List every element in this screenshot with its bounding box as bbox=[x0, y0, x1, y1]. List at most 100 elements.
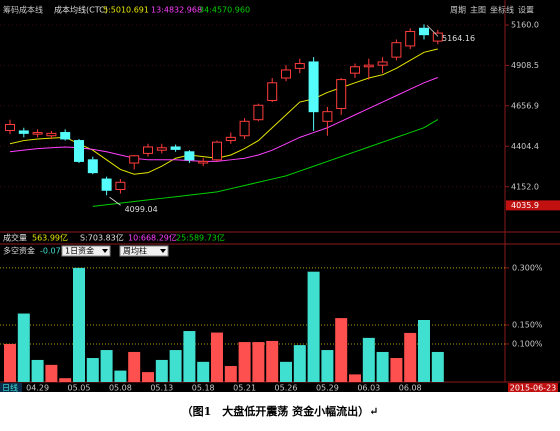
annotation-arrow bbox=[426, 25, 439, 37]
y-tick-label: 4404.4 bbox=[511, 142, 539, 151]
volume-legend: 25:589.73亿 bbox=[176, 233, 225, 243]
dropdown-label[interactable]: 1日资金 bbox=[65, 246, 94, 256]
candle-body bbox=[419, 27, 429, 36]
caption: （图1 大盘低开震荡 资金小幅流出）↵ bbox=[182, 404, 379, 418]
candle-body bbox=[115, 181, 126, 190]
bar bbox=[238, 342, 251, 382]
bar bbox=[376, 351, 389, 382]
bar bbox=[169, 350, 182, 382]
y-tick-label: 0.100% bbox=[512, 339, 543, 348]
toolbar-button[interactable]: 主图 bbox=[470, 5, 486, 15]
toolbar-button[interactable]: 周期 bbox=[450, 6, 466, 15]
candle-body bbox=[198, 160, 209, 164]
candle-body bbox=[405, 30, 416, 47]
period-label[interactable]: 日线 bbox=[2, 383, 18, 393]
candle-body bbox=[212, 141, 222, 161]
candle-body bbox=[5, 124, 15, 131]
legend-entry: 5:5010.691 bbox=[103, 6, 149, 15]
bar bbox=[155, 359, 168, 382]
bar bbox=[100, 350, 113, 382]
low-annotation: 4099.04 bbox=[125, 205, 158, 214]
candle-body bbox=[377, 61, 388, 66]
y-tick-label: 0.150% bbox=[512, 320, 543, 329]
last-price-box bbox=[506, 200, 560, 211]
toolbar-button[interactable]: 设置 bbox=[518, 5, 534, 15]
candle-body bbox=[74, 140, 84, 162]
x-tick-label: 05.26 bbox=[275, 384, 298, 393]
x-tick-label: 05.13 bbox=[150, 384, 173, 393]
candle-body bbox=[363, 64, 374, 68]
volume-legend: S:703.83亿 bbox=[80, 233, 124, 243]
bar bbox=[335, 318, 348, 382]
ma-line bbox=[92, 119, 439, 207]
bar bbox=[128, 351, 141, 382]
date-box bbox=[508, 383, 558, 392]
dropdown-label[interactable]: 周均柱 bbox=[123, 246, 147, 256]
x-tick-label: 05.18 bbox=[192, 384, 215, 393]
bar bbox=[390, 358, 403, 382]
last-price-label: 4035.9 bbox=[511, 201, 539, 210]
legend-entry: 34:4570.960 bbox=[199, 6, 250, 15]
toolbar-button[interactable]: 坐标线 bbox=[490, 5, 514, 15]
candle-body bbox=[184, 151, 195, 161]
bar bbox=[73, 267, 85, 382]
x-tick-label: 05.21 bbox=[233, 384, 256, 393]
period-box[interactable] bbox=[0, 383, 22, 392]
high-annotation: 5164.16 bbox=[442, 34, 475, 43]
bar bbox=[197, 361, 210, 382]
volume-legend: 563.99亿 bbox=[32, 233, 68, 243]
y-tick-label: 5160.0 bbox=[511, 21, 539, 30]
y-tick-label: 0.300% bbox=[512, 263, 543, 272]
chart-title: 筹码成本线 bbox=[3, 5, 43, 15]
x-tick-label: 06.03 bbox=[357, 384, 380, 393]
bar bbox=[362, 337, 375, 382]
bar bbox=[266, 340, 279, 382]
x-tick-label: 05.29 bbox=[316, 384, 339, 393]
dropdown-arrow[interactable] bbox=[102, 249, 108, 253]
bar bbox=[17, 313, 30, 382]
bar bbox=[293, 345, 306, 382]
dropdown[interactable] bbox=[61, 245, 111, 257]
candle-body bbox=[225, 136, 236, 142]
bar bbox=[321, 350, 334, 382]
dropdown-arrow[interactable] bbox=[160, 249, 166, 253]
candle-body bbox=[156, 147, 167, 151]
candle-body bbox=[101, 178, 112, 191]
candle-body bbox=[32, 132, 43, 135]
date-label: 2015-06-23 bbox=[510, 384, 557, 393]
bar bbox=[349, 374, 361, 382]
bar bbox=[59, 378, 72, 382]
candle-body bbox=[60, 132, 71, 140]
bar bbox=[404, 332, 417, 382]
x-tick-label: 05.05 bbox=[68, 384, 91, 393]
chart-subtitle: 成本均线(CTC) bbox=[54, 5, 108, 15]
dropdown[interactable] bbox=[119, 245, 169, 257]
bar bbox=[211, 332, 223, 382]
bar bbox=[280, 361, 292, 382]
volume-title: 成交量 bbox=[3, 233, 27, 243]
legend-entry: 13:4832.968 bbox=[151, 6, 202, 15]
candle-body bbox=[143, 146, 153, 154]
y-tick-label: 4656.9 bbox=[511, 101, 539, 110]
candle-body bbox=[87, 159, 98, 174]
candle-body bbox=[322, 111, 333, 122]
bar bbox=[86, 358, 99, 382]
y-tick-label: 4908.5 bbox=[511, 61, 539, 70]
bar bbox=[431, 351, 444, 382]
bar bbox=[142, 372, 154, 382]
annotation-arrow bbox=[109, 196, 121, 206]
candle-body bbox=[432, 32, 443, 42]
bar bbox=[183, 331, 196, 382]
candle-body bbox=[391, 42, 402, 58]
candle-body bbox=[308, 61, 319, 113]
x-tick-label: 06.08 bbox=[399, 384, 422, 393]
bar bbox=[252, 342, 265, 382]
panel-subtitle: -0.077% bbox=[40, 247, 74, 256]
candle-body bbox=[336, 79, 347, 109]
bar bbox=[224, 366, 237, 382]
candle-body bbox=[239, 120, 250, 137]
bar bbox=[4, 343, 16, 382]
candle-body bbox=[253, 104, 264, 121]
